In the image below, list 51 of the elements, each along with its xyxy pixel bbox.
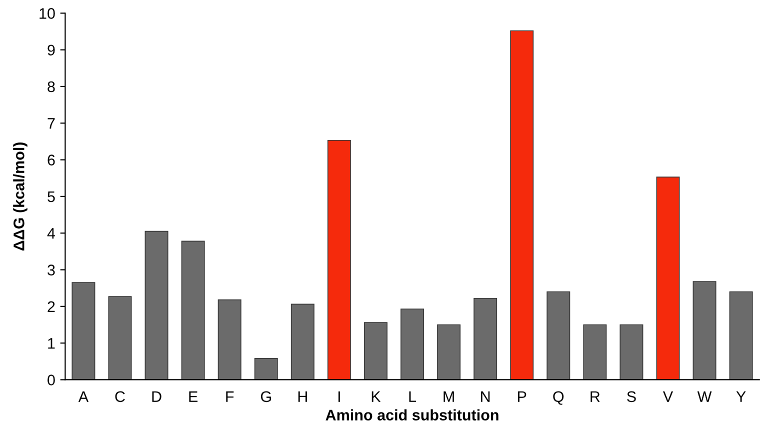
x-tick-label: P <box>518 391 526 402</box>
bar <box>510 30 534 380</box>
bar <box>729 291 753 380</box>
x-tick-label: G <box>260 391 271 402</box>
bar <box>474 298 498 380</box>
y-tick-label: 0 <box>48 374 55 386</box>
y-tick-label: 6 <box>48 154 55 166</box>
x-tick-label: S <box>627 391 636 402</box>
x-tick-label: Q <box>553 391 564 405</box>
y-axis-title: ΔΔG (kcal/mol) <box>13 142 28 251</box>
x-tick-label: Y <box>736 391 746 402</box>
y-tick-label: 2 <box>48 301 55 312</box>
y-tick-label: 10 <box>40 8 55 19</box>
bar <box>546 291 570 380</box>
bar <box>327 140 351 380</box>
x-tick-label: V <box>662 391 674 402</box>
bar <box>181 240 205 380</box>
bar <box>692 281 716 380</box>
x-axis-title: Amino acid substitution <box>326 409 498 420</box>
x-tick-label: K <box>372 391 381 402</box>
x-tick-label: E <box>189 391 198 402</box>
bar <box>583 324 607 380</box>
x-tick-label: W <box>697 391 712 402</box>
y-tick-label: 7 <box>48 118 55 129</box>
bar <box>437 324 461 380</box>
bar <box>290 304 314 380</box>
bar <box>656 176 680 380</box>
y-tick-label: 9 <box>48 44 55 56</box>
bar <box>144 230 168 380</box>
x-tick-label: M <box>444 391 454 402</box>
bar <box>254 358 278 380</box>
x-tick-label: L <box>409 391 416 402</box>
x-tick-label: N <box>481 391 490 402</box>
y-tick-label: 3 <box>48 264 55 276</box>
x-tick-label: R <box>590 391 600 402</box>
x-tick-label: I <box>338 391 340 402</box>
bar <box>72 282 96 380</box>
bar <box>108 296 132 380</box>
y-tick-label: 8 <box>48 81 55 92</box>
y-tick-label: 1 <box>48 338 55 349</box>
y-tick-label: 5 <box>48 191 55 202</box>
bar <box>620 324 644 380</box>
bar <box>364 322 388 380</box>
y-tick-label: 4 <box>47 228 56 239</box>
x-tick-label: C <box>115 391 125 402</box>
x-tick-label: D <box>152 391 162 402</box>
x-tick-label: H <box>298 391 307 402</box>
x-tick-label: A <box>78 391 89 402</box>
bar <box>218 299 242 380</box>
x-tick-label: F <box>226 391 234 402</box>
bar <box>400 308 424 380</box>
